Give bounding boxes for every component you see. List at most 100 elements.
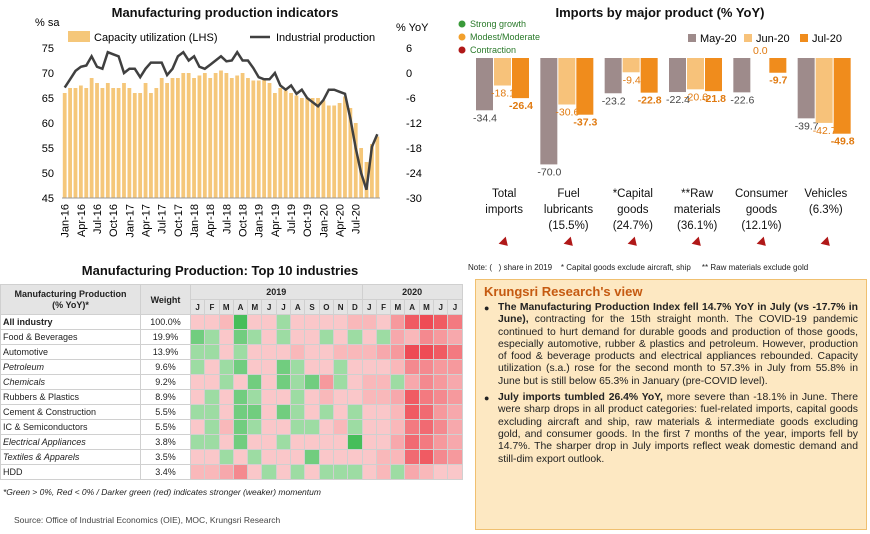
heatmap-cell: [361, 389, 377, 405]
capacity-bar: [224, 73, 229, 198]
heatmap-cell: [304, 359, 320, 375]
heatmap-cell: [318, 359, 334, 375]
capacity-bar: [181, 73, 186, 198]
heatmap-cell: [247, 374, 263, 390]
heatmap-cell: [318, 329, 334, 345]
left-axis-unit: % sa: [35, 18, 60, 29]
import-data-label: -26.4: [509, 100, 533, 112]
heatmap-cell: [375, 419, 392, 435]
heatmap-cell: [304, 464, 320, 480]
heatmap-month-header: O: [318, 299, 334, 315]
import-bar-jul-20: [705, 58, 722, 92]
capacity-bar: [138, 93, 143, 198]
growth-legend-label: Contraction: [470, 45, 516, 55]
heatmap-cell: [347, 419, 363, 435]
heatmap-cell: [375, 314, 392, 330]
heatmap-cell: [433, 449, 449, 465]
capacity-bar: [262, 79, 267, 198]
capacity-bar: [78, 85, 83, 198]
heatmap-cell: [218, 329, 234, 345]
import-data-label: -42.7: [813, 125, 837, 137]
capacity-bar: [100, 88, 105, 198]
heatmap-cell: [275, 419, 292, 435]
heatmap-month-header: A: [404, 299, 420, 315]
capacity-bar: [159, 78, 164, 198]
heatmap-cell: [361, 374, 377, 390]
heatmap-cell: [332, 314, 349, 330]
heatmap-cell: [332, 344, 349, 360]
capacity-bar: [326, 105, 331, 198]
contraction-arrow-icon: [563, 236, 576, 250]
import-data-label: -9.7: [769, 75, 787, 87]
heatmap-cell: [332, 359, 349, 375]
import-category-label: *Capital goods (24.7%): [591, 186, 675, 234]
heatmap-cell: [232, 449, 249, 465]
legend-line-label: Industrial production: [276, 32, 375, 44]
heatmap-cell: [332, 329, 349, 345]
heatmap-cell: [290, 404, 306, 420]
import-bar-may-20: [797, 58, 815, 119]
contraction-arrow-icon: [498, 236, 512, 250]
import-category-label: **Raw materials (36.1%): [655, 186, 739, 234]
heatmap-cell: [433, 434, 449, 450]
heatmap-cell: [204, 374, 220, 390]
heatmap-cell: [375, 434, 392, 450]
heatmap-cell: [390, 434, 406, 450]
heatmap-cell: [418, 419, 435, 435]
heatmap-cell: [304, 389, 320, 405]
capacity-bar: [165, 83, 169, 198]
capacity-bar: [278, 88, 283, 198]
heatmap-cell: [332, 389, 349, 405]
krungsri-view-panel: Krungsri Research's view The Manufacturi…: [475, 279, 867, 530]
imports-chart: -34.4 -70.0 -23.2 -22.4 -22.6 -39.7 -18.1 -30.6…: [458, 19, 855, 178]
heatmap-cell: [447, 344, 463, 360]
heatmap-header-row: Manufacturing Production (% YoY)* Weight 20…: [0, 284, 463, 315]
heatmap-industry-name: HDD: [0, 464, 141, 480]
heatmap-month-header: J: [261, 299, 277, 315]
heatmap-cell: [375, 374, 392, 390]
heatmap-cell: [318, 389, 334, 405]
heatmap-cell: [290, 344, 306, 360]
heatmap-row: Cement & Construction 5.5%: [0, 404, 463, 420]
heatmap-cell: [204, 434, 220, 450]
heatmap-cell: [189, 449, 206, 465]
heatmap-cell: [232, 359, 249, 375]
heatmap-cell: [404, 359, 420, 375]
view-point-1-text: contracting for the 15th straight month.…: [498, 314, 858, 387]
heatmap-header-2019: 2019: [190, 284, 363, 300]
import-bar-jun-20: [687, 58, 704, 90]
capacity-bar: [235, 75, 240, 198]
capacity-bar: [353, 123, 358, 198]
import-data-label: -22.8: [638, 95, 662, 107]
capacity-bar: [267, 83, 272, 198]
heatmap-cell: [390, 464, 406, 480]
heatmap-title: Manufacturing Production: Top 10 industr…: [81, 263, 359, 278]
capacity-bar: [375, 136, 380, 198]
import-bar-jun-20: [494, 58, 511, 86]
heatmap-cell: [290, 449, 306, 465]
x-tick-label: Jan-16: [60, 204, 72, 238]
heatmap-cell: [318, 464, 334, 480]
heatmap-cell: [375, 404, 392, 420]
capacity-bar: [149, 93, 153, 198]
heatmap-cell: [361, 464, 377, 480]
heatmap-cell: [232, 314, 249, 330]
heatmap-cell: [404, 464, 420, 480]
heatmap-cell: [404, 419, 420, 435]
series-legend-label: Jun-20: [756, 33, 790, 45]
growth-legend-label: Strong growth: [470, 19, 526, 29]
heatmap-cell: [290, 314, 306, 330]
heatmap-month-header: F: [204, 299, 220, 315]
heatmap-cell: [433, 419, 449, 435]
heatmap-cell: [218, 314, 234, 330]
capacity-bar: [197, 75, 202, 198]
view-point-2-bold: July imports tumbled 26.4% YoY,: [498, 392, 663, 404]
heatmap-weight: 100.0%: [140, 314, 191, 330]
heatmap-cell: [390, 344, 406, 360]
heatmap-cell: [332, 449, 349, 465]
heatmap-cell: [390, 389, 406, 405]
heatmap-cell: [218, 359, 234, 375]
heatmap-month-header: M: [418, 299, 435, 315]
heatmap-row: Automotive 13.9%: [0, 344, 463, 360]
heatmap-cell: [247, 404, 263, 420]
